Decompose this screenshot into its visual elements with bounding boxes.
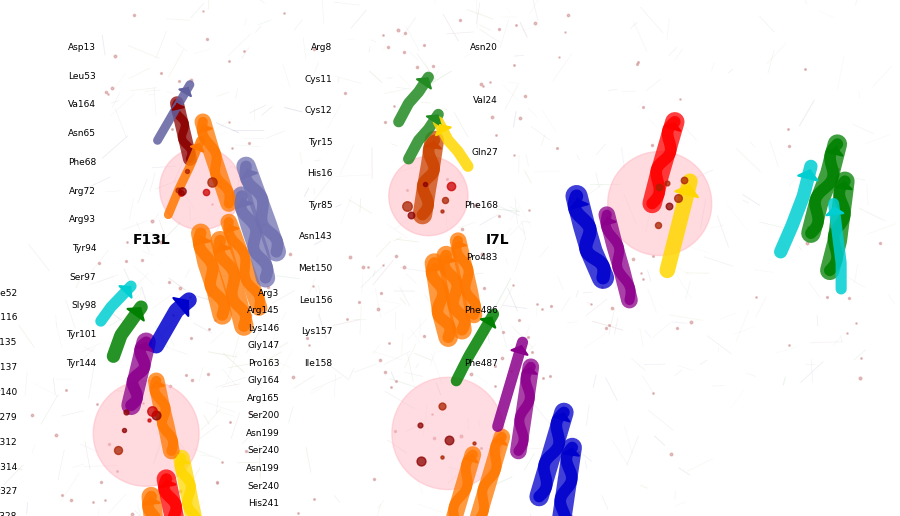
Text: Tyr85: Tyr85 (308, 201, 332, 210)
Text: Asn199: Asn199 (246, 429, 279, 438)
Text: Ser97: Ser97 (69, 272, 96, 282)
Text: Val24: Val24 (473, 95, 498, 105)
Text: Sly98: Sly98 (71, 301, 96, 310)
Text: Arg145: Arg145 (247, 306, 279, 315)
Text: Ser200: Ser200 (248, 411, 279, 421)
Circle shape (159, 148, 242, 230)
Text: Asn312: Asn312 (0, 438, 17, 447)
Text: Thr137: Thr137 (0, 363, 17, 372)
Text: Leu116: Leu116 (0, 313, 17, 322)
Text: Va164: Va164 (68, 101, 96, 109)
Text: F13L: F13L (132, 233, 170, 247)
Text: Phe487: Phe487 (464, 359, 498, 368)
Text: Phe52: Phe52 (0, 288, 17, 298)
Text: Asn20: Asn20 (470, 43, 498, 52)
Text: Ser135: Ser135 (0, 338, 17, 347)
Text: Pro163: Pro163 (248, 359, 279, 368)
Text: Met150: Met150 (298, 264, 332, 273)
Text: Phe68: Phe68 (68, 158, 96, 167)
Text: Tyr144: Tyr144 (66, 359, 96, 368)
Circle shape (389, 156, 468, 236)
Text: Phe486: Phe486 (464, 306, 498, 315)
Text: Asp13: Asp13 (68, 43, 96, 52)
Text: Lys157: Lys157 (301, 327, 332, 336)
Text: Tyr101: Tyr101 (66, 330, 96, 339)
Text: Pro483: Pro483 (466, 253, 498, 263)
Text: Lys146: Lys146 (248, 324, 279, 333)
Text: Gln27: Gln27 (472, 148, 498, 157)
Text: Leu156: Leu156 (299, 296, 332, 304)
Text: Lys314: Lys314 (0, 462, 17, 472)
Text: Cys12: Cys12 (305, 106, 332, 115)
Text: Tyr15: Tyr15 (308, 138, 332, 147)
Circle shape (392, 377, 504, 490)
Text: Arg72: Arg72 (69, 186, 96, 196)
Text: Asn199: Asn199 (246, 464, 279, 473)
Text: Cys11: Cys11 (304, 74, 332, 84)
Text: Ser240: Ser240 (248, 481, 279, 491)
Text: Asn65: Asn65 (68, 129, 96, 138)
Text: Phe168: Phe168 (464, 201, 498, 210)
Text: Leu53: Leu53 (68, 72, 96, 80)
Circle shape (608, 152, 712, 255)
Text: Arg8: Arg8 (311, 43, 332, 52)
Circle shape (94, 380, 199, 487)
Text: Asn143: Asn143 (299, 232, 332, 241)
Text: Gly147: Gly147 (248, 341, 279, 350)
Text: Arg93: Arg93 (69, 215, 96, 224)
Text: Ser140: Ser140 (0, 388, 17, 397)
Text: Gly164: Gly164 (248, 376, 279, 385)
Text: Arg3: Arg3 (258, 288, 279, 298)
Text: His241: His241 (248, 499, 279, 508)
Text: Ala328: Ala328 (0, 512, 17, 516)
Text: Trp279: Trp279 (0, 413, 17, 422)
Text: I7L: I7L (486, 233, 509, 247)
Text: His16: His16 (307, 169, 332, 179)
Text: Ile158: Ile158 (304, 359, 332, 368)
Text: Ser327: Ser327 (0, 488, 17, 496)
Text: Arg165: Arg165 (247, 394, 279, 403)
Text: Ser240: Ser240 (248, 446, 279, 456)
Text: Tyr94: Tyr94 (72, 244, 96, 253)
